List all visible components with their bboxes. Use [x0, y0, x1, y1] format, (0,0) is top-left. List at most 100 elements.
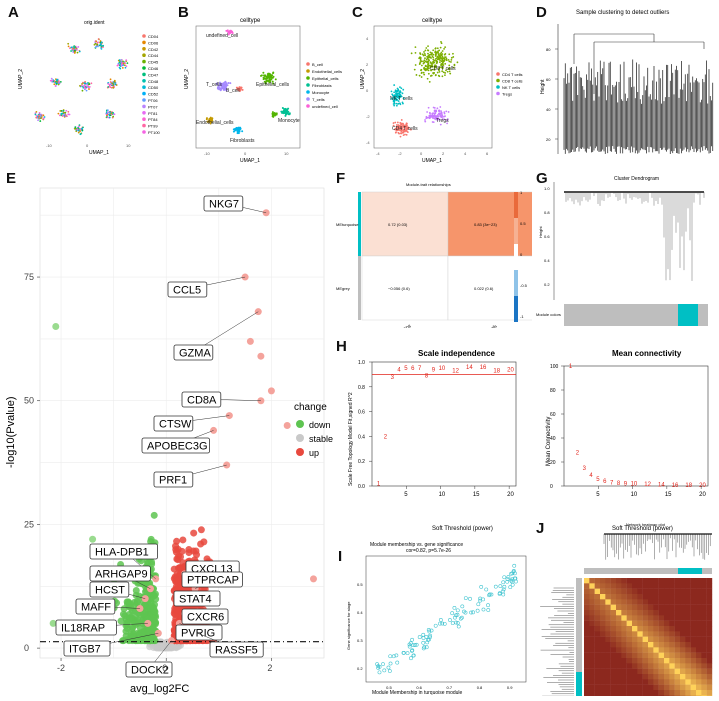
panel-letter-i: I: [338, 548, 343, 565]
panel-c: C celltype UMAP_1 UMAP_2 CD8 T cells NK T…: [352, 4, 532, 164]
heatmap-cell: [685, 674, 691, 680]
heatmap-cell: [637, 588, 643, 595]
umap-point: [121, 66, 124, 69]
legend-swatch: [142, 117, 146, 121]
umap-point: [419, 62, 421, 65]
heatmap-cell: [690, 679, 697, 685]
gene-point-stable: [163, 643, 171, 651]
umap-point: [82, 81, 84, 84]
heatmap-cell: [642, 647, 649, 653]
legend-swatch: [306, 76, 310, 80]
gene-point: [486, 608, 491, 612]
umap-point: [426, 49, 429, 52]
x-tick-label: 0.5: [386, 685, 392, 690]
heatmap-cell: [653, 578, 659, 584]
x-tick-label: -10: [204, 151, 211, 156]
panel-j: J Network heatmap plot: [534, 520, 716, 701]
umap-point: [106, 114, 108, 117]
y-tick-label: 1.0: [544, 186, 550, 191]
legend-label: CD42: [148, 47, 159, 52]
heatmap-cell: [669, 610, 675, 616]
heatmap-cell: [674, 615, 681, 621]
heatmap-cell: [632, 690, 638, 696]
heatmap-cell: [589, 652, 595, 659]
umap-point: [424, 54, 427, 57]
umap-point: [269, 73, 272, 76]
heatmap-cell: [632, 642, 638, 648]
umap-point: [431, 55, 434, 58]
heatmap-cell: [642, 610, 649, 616]
module-trait-cells: 0.72 (0.03) 0.83 (3e−23) −0.056 (0.6) 0.022…: [336, 190, 535, 338]
heatmap-cell: [616, 620, 622, 627]
heatmap-cell: [610, 690, 617, 696]
panel-i: I Module membership vs. gene significanc…: [336, 540, 532, 696]
gene-point-up: [193, 551, 201, 559]
heatmap-cell: [674, 610, 681, 616]
umap-point: [436, 114, 438, 117]
heatmap-cell: [674, 663, 681, 669]
umap-point: [96, 43, 99, 46]
heatmap-cell: [690, 594, 697, 600]
heatmap-cell: [626, 647, 633, 653]
heatmap-cell: [605, 615, 611, 621]
heatmap-cell: [685, 642, 691, 648]
umap-point: [102, 44, 105, 47]
umap-point: [81, 127, 83, 130]
umap-point: [99, 43, 102, 46]
y-tick-label: 100: [550, 364, 559, 370]
y-tick-label: 40: [546, 107, 551, 112]
heatmap-cell: [690, 642, 697, 648]
gene-point-stable: [146, 643, 154, 651]
heatmap-cell: [600, 684, 606, 691]
x-tick-label: 15: [665, 492, 672, 498]
umap-point: [268, 81, 271, 84]
heatmap-cell: [685, 658, 691, 664]
heatmap-cell: [616, 663, 622, 669]
heatmap-cell: [674, 652, 681, 659]
legend-swatch: [142, 53, 146, 57]
legend-label: CD46: [148, 66, 159, 71]
heatmap-cell: [658, 690, 665, 696]
panel-letter-f: F: [336, 170, 346, 187]
heatmap-cell: [600, 599, 606, 605]
color-scale-label: 0: [520, 252, 523, 257]
y-tick-label: 0.4: [358, 434, 365, 440]
umap-point: [446, 70, 449, 73]
heatmap-cell: [669, 658, 675, 664]
umap-point: [445, 69, 447, 72]
heatmap-cell: [685, 578, 691, 584]
heatmap-cell: [616, 631, 622, 637]
umap-point: [35, 114, 38, 117]
umap-point: [119, 67, 122, 70]
heatmap-cell: [605, 620, 611, 627]
umap-point: [445, 57, 448, 60]
gene-point: [408, 641, 413, 646]
power-point-label: 16: [480, 365, 487, 371]
legend-label: Epithelial_cells: [312, 76, 338, 81]
umap-point: [414, 64, 417, 66]
heatmap-cell: [584, 668, 590, 675]
umap-point: [427, 64, 429, 66]
heatmap-cell: [610, 620, 617, 627]
umap-point: [95, 40, 98, 43]
heatmap-cell: [610, 615, 617, 621]
heatmap-cell: [632, 594, 638, 600]
heatmap-cell: [653, 695, 659, 701]
heatmap-cell: [680, 695, 686, 701]
umap-point: [88, 86, 91, 88]
gene-point: [442, 621, 447, 626]
gene-point: [411, 653, 416, 658]
heatmap-cell: [632, 583, 638, 589]
umap-point: [225, 29, 228, 32]
umap-point: [112, 115, 115, 118]
umap-point: [81, 89, 84, 92]
heatmap-cell: [669, 663, 675, 669]
panel-d: D Sample clustering to detect outliers H…: [534, 4, 716, 166]
heatmap-cell: [658, 636, 665, 643]
gene-point: [493, 584, 498, 589]
x-tick-label: 5: [404, 492, 408, 498]
umap-point: [114, 80, 116, 83]
umap-point: [108, 111, 110, 114]
heatmap-cell: [594, 642, 601, 648]
heatmap-cell: [589, 615, 595, 621]
